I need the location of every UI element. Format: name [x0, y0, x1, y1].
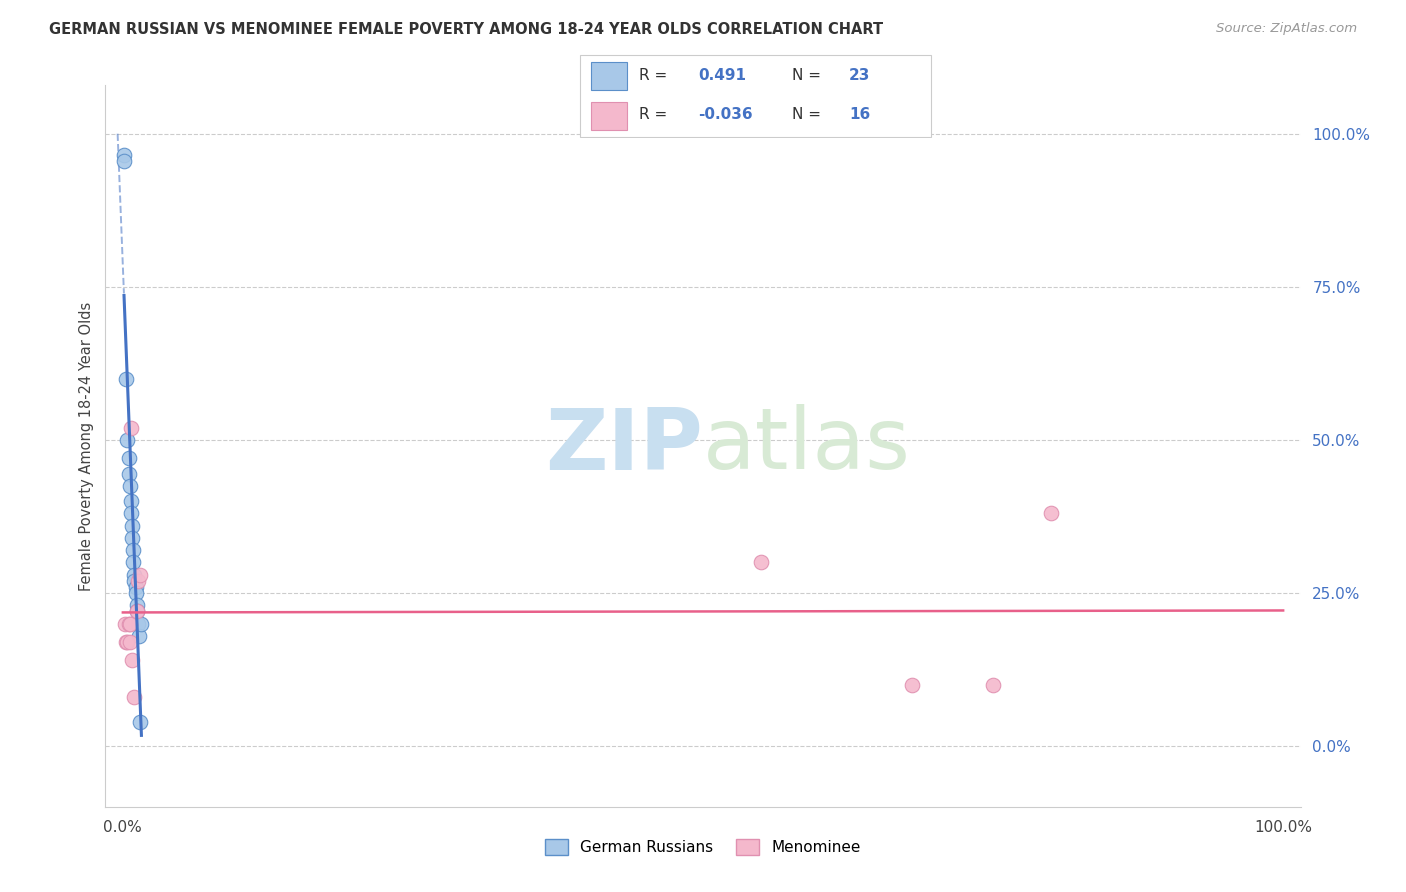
Text: -0.036: -0.036 [699, 107, 754, 122]
Point [127, 616, 149, 631]
Text: 16: 16 [849, 107, 870, 122]
Point [118, 635, 141, 649]
FancyBboxPatch shape [591, 62, 627, 90]
Text: atlas: atlas [703, 404, 911, 488]
Text: R =: R = [640, 107, 668, 122]
FancyBboxPatch shape [591, 102, 627, 130]
Point [121, 653, 143, 667]
Point [131, 616, 153, 631]
Text: Source: ZipAtlas.com: Source: ZipAtlas.com [1216, 22, 1357, 36]
Text: N =: N = [792, 107, 821, 122]
Legend: German Russians, Menominee: German Russians, Menominee [538, 833, 868, 861]
Text: 23: 23 [849, 68, 870, 83]
Point [118, 616, 141, 631]
Point [117, 635, 139, 649]
Text: N =: N = [792, 68, 821, 83]
Point [120, 494, 142, 508]
Point [122, 555, 145, 569]
Point [121, 518, 143, 533]
Point [127, 574, 149, 588]
Point [125, 598, 148, 612]
Point [125, 604, 148, 618]
Point [120, 420, 142, 434]
Point [115, 371, 138, 385]
Point [124, 574, 146, 588]
FancyBboxPatch shape [581, 55, 931, 136]
Point [901, 678, 924, 692]
Point [112, 148, 135, 162]
Point [129, 714, 152, 729]
Y-axis label: Female Poverty Among 18-24 Year Olds: Female Poverty Among 18-24 Year Olds [79, 301, 94, 591]
Point [124, 580, 146, 594]
Point [124, 586, 146, 600]
Point [125, 604, 148, 618]
Text: ZIP: ZIP [546, 404, 703, 488]
Point [981, 678, 1004, 692]
Point [118, 479, 141, 493]
Point [122, 543, 145, 558]
Point [118, 451, 141, 466]
Point [112, 154, 135, 169]
Text: R =: R = [640, 68, 668, 83]
Text: 0.491: 0.491 [699, 68, 747, 83]
Point [120, 507, 142, 521]
Point [115, 635, 138, 649]
Point [124, 567, 146, 582]
Point [749, 555, 772, 569]
Point [118, 616, 141, 631]
Point [129, 567, 152, 582]
Point [114, 616, 136, 631]
Point [124, 690, 146, 704]
Text: GERMAN RUSSIAN VS MENOMINEE FEMALE POVERTY AMONG 18-24 YEAR OLDS CORRELATION CHA: GERMAN RUSSIAN VS MENOMINEE FEMALE POVER… [49, 22, 883, 37]
Point [117, 433, 139, 447]
Point [1040, 507, 1063, 521]
Point [121, 531, 143, 545]
Point [118, 467, 141, 481]
Point [128, 629, 150, 643]
